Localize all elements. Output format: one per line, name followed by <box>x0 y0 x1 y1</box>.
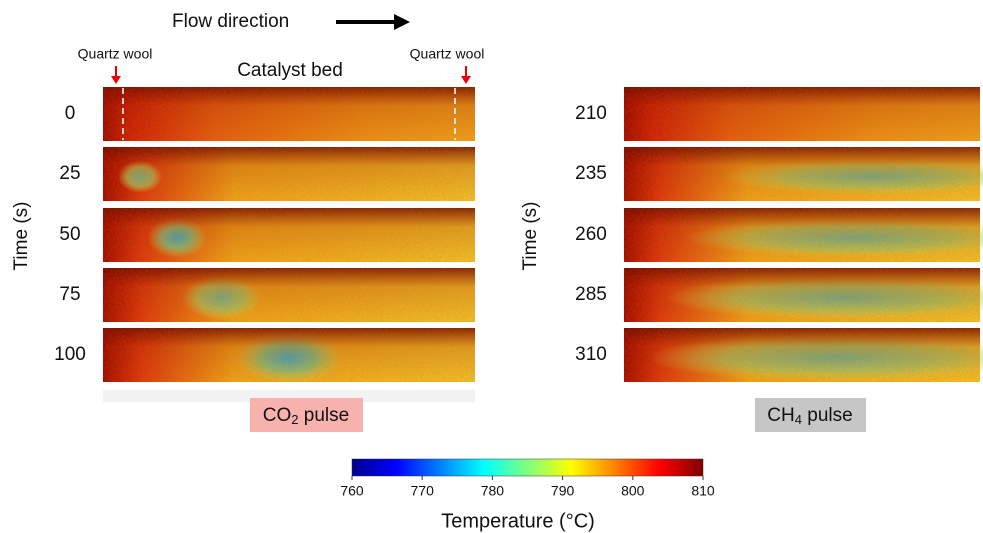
figure: Flow direction Quartz wool Quartz wool C… <box>0 0 983 533</box>
strip-noise <box>103 87 475 141</box>
colorbar-tick-label: 780 <box>481 483 505 499</box>
strip-noise <box>103 147 475 201</box>
colorbar <box>352 459 703 476</box>
time-label: 50 <box>59 224 80 245</box>
heatmap-strip <box>103 208 475 262</box>
colorbar-tick-label: 760 <box>340 483 364 499</box>
time-label: 285 <box>575 284 607 305</box>
heatmaps <box>103 87 983 384</box>
heatmap-strip <box>624 268 983 322</box>
colorbar-label: Temperature (°C) <box>441 510 595 532</box>
strip-noise <box>624 208 980 262</box>
colorbar-tick-label: 810 <box>691 483 715 499</box>
colorbar-ticks: 760 770 780 790 800 810 <box>340 476 715 499</box>
heatmap-strip <box>103 268 475 322</box>
time-label: 235 <box>575 163 607 184</box>
pulse-label: CH4 pulse <box>767 405 852 427</box>
heatmap-strip <box>103 87 475 141</box>
annotation: Quartz wool <box>410 46 485 62</box>
strip-noise <box>624 328 980 382</box>
heatmap-strip <box>624 87 980 141</box>
strip-noise <box>624 87 980 141</box>
time-label: 210 <box>575 103 607 124</box>
time-label: 0 <box>65 103 76 124</box>
annotation: Catalyst bed <box>237 60 343 81</box>
colorbar-tick-label: 770 <box>411 483 435 499</box>
pulse-label: CO2 pulse <box>263 405 349 427</box>
flow-label: Flow direction <box>172 11 289 32</box>
annotation: Quartz wool <box>78 46 153 62</box>
flow-arrow-head <box>394 14 410 30</box>
heatmap-strip <box>624 208 983 262</box>
time-label: 75 <box>59 284 80 305</box>
strip-noise <box>624 268 980 322</box>
marker-arrow-head <box>461 76 471 84</box>
heatmap-strip <box>103 147 475 201</box>
time-label: 260 <box>575 224 607 245</box>
strip-noise <box>624 147 980 201</box>
strip-noise <box>103 328 475 382</box>
colorbar-tick-label: 790 <box>551 483 575 499</box>
strip-noise <box>103 208 475 262</box>
time-label: 310 <box>575 344 607 365</box>
marker-arrow-head <box>111 76 121 84</box>
heatmap-strip <box>624 147 983 201</box>
time-label: 100 <box>54 344 86 365</box>
y-axis-label: Time (s) <box>520 202 541 271</box>
heatmap-strip <box>624 328 983 382</box>
time-label: 25 <box>59 163 80 184</box>
colorbar-tick-label: 800 <box>621 483 645 499</box>
strip-noise <box>103 268 475 322</box>
heatmap-strip <box>103 328 475 384</box>
y-axis-label: Time (s) <box>11 202 32 271</box>
